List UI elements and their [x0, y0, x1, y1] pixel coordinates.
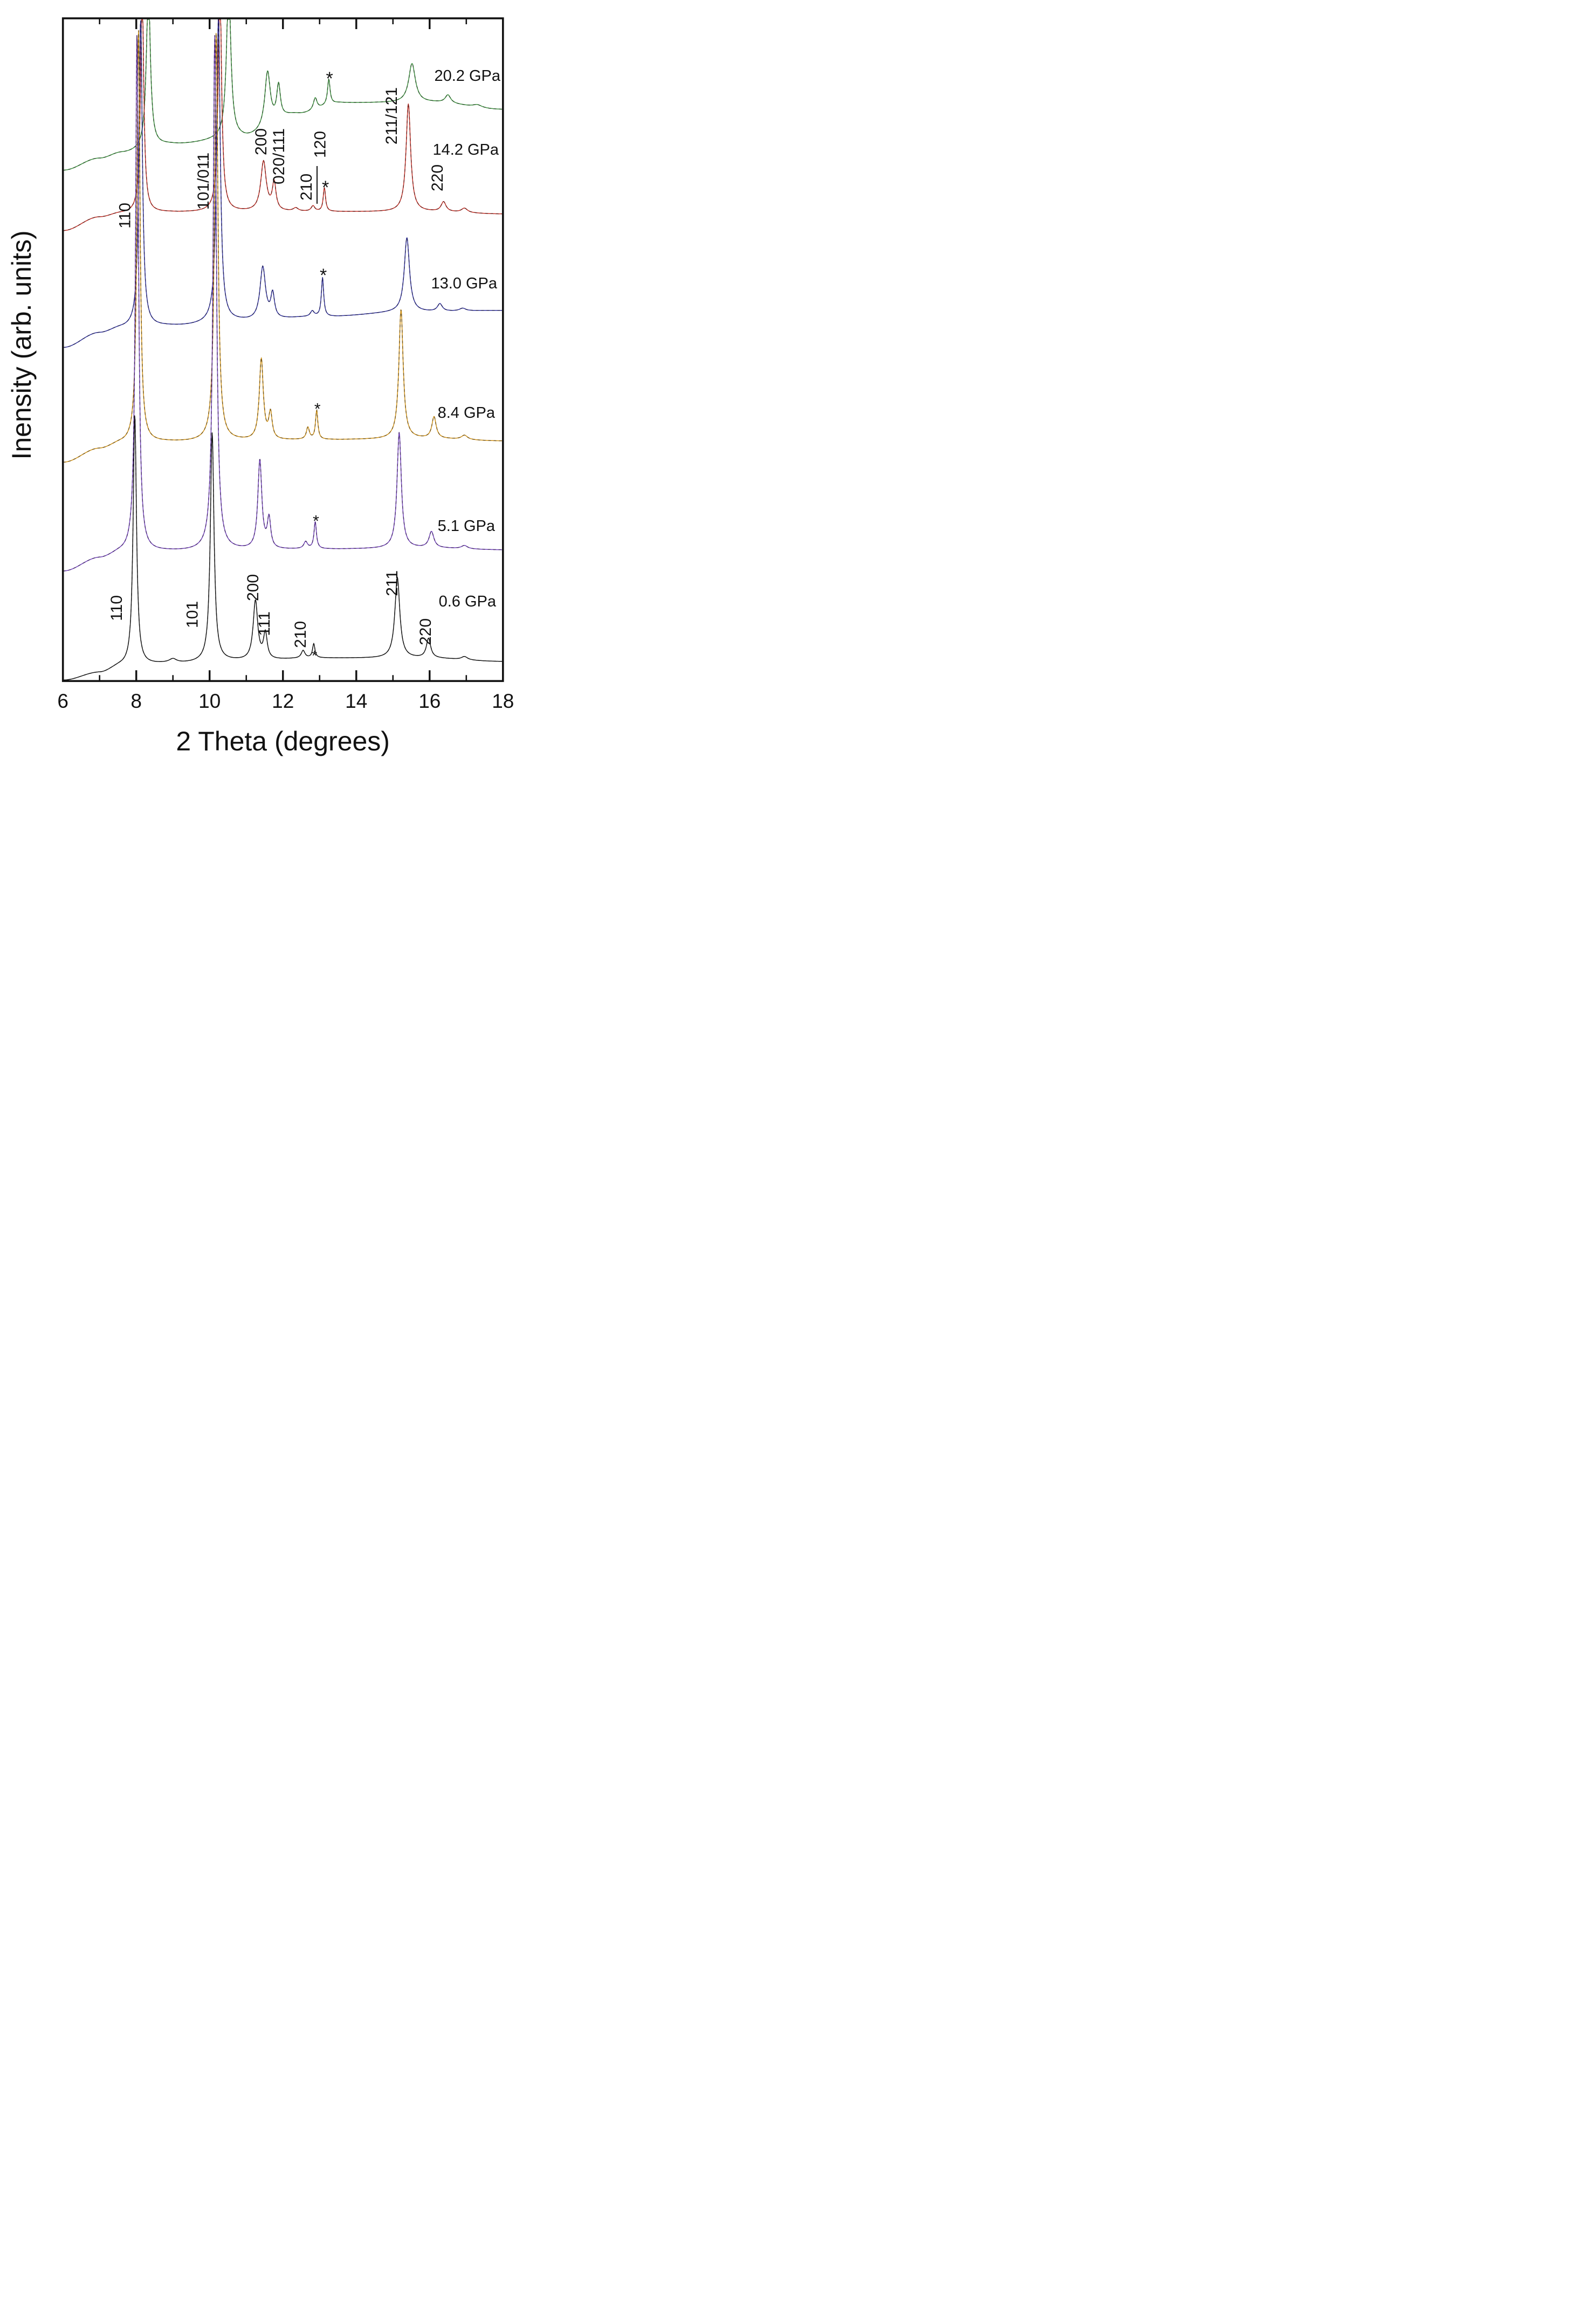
pressure-label-20-2-GPa: 20.2 GPa	[434, 67, 500, 85]
curve-5-1-GPa	[64, 35, 503, 571]
x-tick-label-6: 6	[57, 690, 68, 712]
xrd-figure: 6 8 10 12 14 16 18 110 101/011 200 020/111 210 120 *…	[0, 0, 525, 775]
curve-dash-overlay-0-6-GPa	[64, 416, 503, 680]
peak-hkl-label-211-121: 211/121	[383, 87, 401, 144]
curve-14-2-GPa	[64, 19, 503, 231]
curves-layer	[64, 19, 503, 680]
peak-hkl-label-210: 210	[298, 174, 315, 201]
pressure-label-13-0-GPa: 13.0 GPa	[431, 275, 497, 292]
peak-hkl-label-110: 110	[108, 595, 126, 621]
axes-layer: 6 8 10 12 14 16 18	[57, 17, 514, 712]
impurity-asterisk-marker: *	[326, 68, 333, 89]
curve-dash-overlay-8-4-GPa	[64, 30, 503, 463]
peak-hkl-label-220: 220	[429, 164, 446, 191]
peak-hkl-label-101: 101	[184, 601, 202, 628]
peak-hkl-label-211: 211	[383, 570, 401, 596]
peak-hkl-label-110: 110	[116, 203, 134, 229]
x-tick-label-8: 8	[130, 690, 142, 712]
impurity-asterisk-marker: *	[312, 647, 317, 664]
axis-frame	[61, 17, 504, 682]
x-axis-title: 2 Theta (degrees)	[176, 726, 390, 756]
pressure-label-0-6-GPa: 0.6 GPa	[439, 593, 497, 610]
impurity-asterisk-marker: *	[313, 513, 319, 530]
curve-0-6-GPa	[64, 415, 503, 680]
x-tick-label-14: 14	[345, 690, 367, 712]
pressure-label-14-2-GPa: 14.2 GPa	[432, 141, 499, 158]
peak-hkl-label-200: 200	[244, 574, 262, 601]
curve-dash-overlay-14-2-GPa	[64, 19, 503, 231]
pressure-label-5-1-GPa: 5.1 GPa	[438, 518, 496, 535]
peak-hkl-label-120: 120	[311, 131, 329, 158]
peak-hkl-label-111: 111	[256, 611, 273, 636]
x-tick-label-10: 10	[198, 690, 221, 712]
impurity-asterisk-marker: *	[314, 401, 321, 418]
x-tick-label-12: 12	[272, 690, 294, 712]
x-tick-label-16: 16	[418, 690, 441, 712]
curve-dash-overlay-5-1-GPa	[64, 35, 503, 571]
peak-hkl-label-101-011: 101/011	[195, 153, 212, 210]
pressure-label-8-4-GPa: 8.4 GPa	[438, 404, 496, 422]
peak-hkl-label-200: 200	[252, 128, 270, 155]
peak-hkl-label-210: 210	[292, 621, 310, 648]
impurity-asterisk-marker: *	[320, 265, 327, 286]
peak-hkl-label-020-111: 020/111	[270, 128, 288, 184]
peak-hkl-label-220: 220	[417, 618, 435, 645]
impurity-asterisk-marker: *	[322, 177, 329, 198]
x-tick-label-18: 18	[492, 690, 514, 712]
curve-8-4-GPa	[64, 30, 503, 463]
y-axis-title: Inensity (arb. units)	[6, 230, 37, 459]
